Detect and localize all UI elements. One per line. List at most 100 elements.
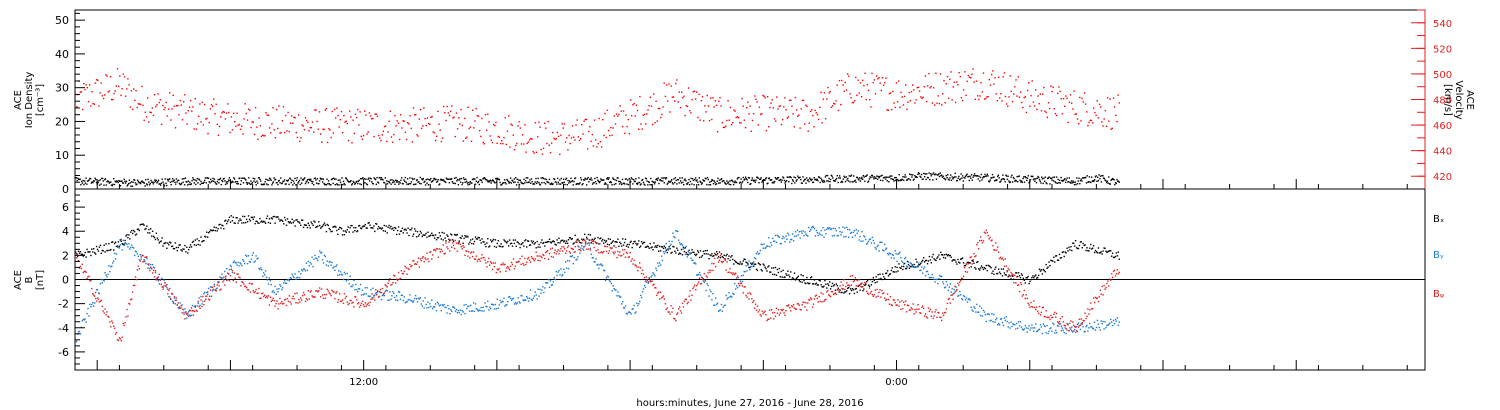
by-series-point bbox=[435, 310, 438, 312]
bx-series-point bbox=[409, 229, 411, 231]
bz-series-point bbox=[339, 293, 341, 295]
bx-series-point bbox=[498, 245, 500, 247]
bx-series-point bbox=[1053, 256, 1055, 258]
by-series-point bbox=[791, 233, 794, 235]
bx-series-point bbox=[242, 215, 244, 218]
by-series-point bbox=[713, 304, 715, 306]
bx-series-point bbox=[704, 250, 706, 252]
bx-series-point bbox=[996, 272, 998, 275]
by-series-point bbox=[236, 264, 238, 266]
by-series-point bbox=[200, 295, 202, 298]
density-series-point bbox=[1046, 183, 1048, 185]
velocity-series-point bbox=[1006, 103, 1008, 105]
density-series-point bbox=[396, 180, 398, 182]
density-series-point bbox=[227, 181, 229, 183]
velocity-series-point bbox=[111, 98, 113, 101]
density-series-point bbox=[430, 181, 433, 183]
velocity-series-point bbox=[398, 138, 401, 141]
bz-series-point bbox=[378, 290, 381, 293]
by-series-point bbox=[1087, 330, 1089, 332]
bx-series-point bbox=[207, 232, 210, 234]
velocity-series-point bbox=[1118, 102, 1120, 104]
by-series-point bbox=[168, 295, 170, 298]
density-series-point bbox=[282, 180, 284, 182]
by-series-point bbox=[402, 299, 404, 302]
velocity-series-point bbox=[732, 122, 734, 124]
bx-series-point bbox=[885, 272, 888, 274]
by-series-point bbox=[249, 261, 252, 263]
velocity-series-point bbox=[757, 124, 759, 126]
velocity-series-point bbox=[163, 108, 165, 111]
velocity-series-point bbox=[845, 89, 848, 91]
bz-series-point bbox=[107, 315, 109, 318]
by-series-point bbox=[199, 304, 201, 307]
velocity-series-point bbox=[889, 92, 892, 94]
density-series-point bbox=[729, 180, 731, 182]
velocity-series-point bbox=[936, 102, 938, 104]
velocity-series-point bbox=[615, 113, 618, 115]
by-series-point bbox=[348, 283, 350, 285]
velocity-series-point bbox=[773, 118, 776, 120]
velocity-series-point bbox=[277, 127, 279, 130]
bx-series-point bbox=[290, 222, 292, 224]
velocity-series-point bbox=[704, 105, 706, 107]
by-series-point bbox=[918, 262, 920, 264]
by-series-point bbox=[1097, 323, 1100, 325]
density-series-point bbox=[522, 183, 524, 185]
by-series-point bbox=[770, 241, 772, 244]
density-series-point bbox=[700, 183, 703, 185]
by-series-point bbox=[747, 264, 749, 267]
velocity-series-point bbox=[582, 133, 584, 135]
density-series-point bbox=[333, 177, 335, 179]
bx-series-point bbox=[1094, 249, 1097, 252]
bz-series-point bbox=[397, 271, 400, 274]
bx-series-point bbox=[937, 256, 939, 258]
density-series-point bbox=[697, 181, 699, 183]
bz-series-point bbox=[139, 260, 141, 262]
velocity-series-point bbox=[1053, 108, 1055, 110]
by-series-point bbox=[798, 231, 800, 233]
bx-series-point bbox=[542, 242, 544, 245]
velocity-series-point bbox=[485, 129, 488, 131]
density-series-point bbox=[973, 174, 975, 177]
bx-series-point bbox=[701, 254, 704, 257]
velocity-series-point bbox=[734, 110, 736, 112]
density-series-point bbox=[959, 178, 962, 180]
bx-series-point bbox=[597, 236, 599, 239]
bz-series-point bbox=[142, 261, 144, 263]
velocity-series-point bbox=[474, 120, 476, 122]
by-series-point bbox=[204, 291, 206, 293]
bx-series-point bbox=[1109, 250, 1111, 252]
velocity-series-point bbox=[432, 131, 434, 133]
density-series-point bbox=[315, 182, 318, 184]
velocity-series-point bbox=[252, 121, 254, 123]
velocity-series-point bbox=[454, 135, 456, 138]
bz-series-point bbox=[323, 293, 326, 296]
bx-series-point bbox=[335, 226, 337, 228]
velocity-series-point bbox=[293, 116, 295, 118]
by-series-point bbox=[207, 293, 209, 295]
bz-series-point bbox=[424, 257, 426, 259]
velocity-series-point bbox=[84, 88, 86, 91]
by-series-point bbox=[732, 292, 734, 295]
bz-series-point bbox=[426, 252, 428, 254]
by-series-point bbox=[887, 254, 890, 256]
bz-series-point bbox=[483, 256, 485, 259]
by-series-point bbox=[503, 297, 505, 299]
density-series-point bbox=[575, 183, 577, 186]
velocity-series-point bbox=[621, 125, 624, 128]
velocity-series-point bbox=[561, 123, 563, 125]
bx-series-point bbox=[389, 227, 391, 229]
velocity-series-point bbox=[860, 96, 863, 98]
density-series-point bbox=[651, 180, 653, 182]
bx-series-point bbox=[992, 270, 994, 272]
bx-series-point bbox=[834, 289, 837, 291]
velocity-series-point bbox=[631, 114, 633, 117]
bx-series-point bbox=[96, 248, 99, 251]
density-series-point bbox=[711, 178, 713, 181]
velocity-series-point bbox=[336, 107, 338, 109]
density-series-point bbox=[157, 181, 159, 183]
bx-series-point bbox=[76, 255, 79, 258]
bx-series-point bbox=[779, 276, 781, 278]
by-series-point bbox=[608, 279, 611, 281]
